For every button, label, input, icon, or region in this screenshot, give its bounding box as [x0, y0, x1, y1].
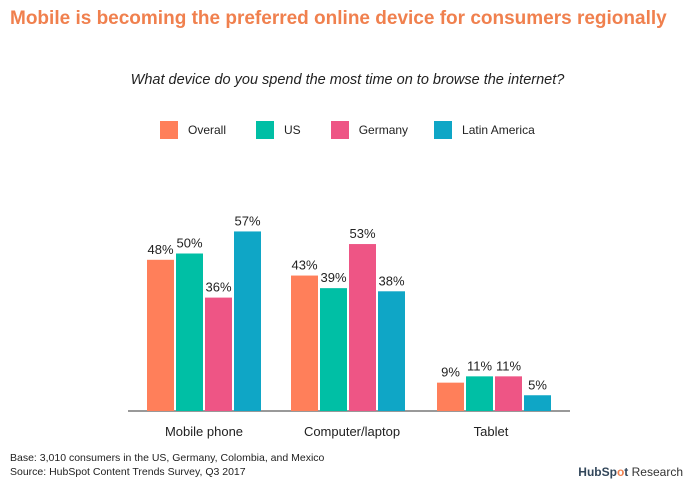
data-label-mobile-phone-latin-america: 57%: [234, 213, 260, 228]
hubspot-research-logo: HubSpot Research: [578, 465, 683, 479]
chart-subtitle: What device do you spend the most time o…: [130, 72, 565, 88]
legend-swatch-germany: [330, 121, 349, 139]
brand-t: t: [624, 465, 629, 479]
chart-title: Mobile is becoming the preferred online …: [10, 8, 667, 29]
bar-tablet-latin-america: [524, 395, 551, 411]
legend-item-germany: Germany: [330, 121, 409, 139]
data-label-mobile-phone-overall: 48%: [147, 242, 173, 257]
legend-label-us: US: [284, 123, 301, 137]
data-label-tablet-germany: 11%: [496, 358, 521, 373]
bar-computer-laptop-germany: [349, 244, 376, 411]
data-label-computer-laptop-us: 39%: [320, 270, 346, 285]
bar-mobile-phone-latin-america: [234, 231, 261, 411]
legend-item-us: US: [256, 121, 301, 139]
footer-notes: Base: 3,010 consumers in the US, Germany…: [10, 451, 324, 479]
data-label-mobile-phone-germany: 36%: [205, 280, 231, 295]
legend-label-latin-america: Latin America: [462, 123, 535, 137]
brand-o: o: [616, 465, 625, 479]
bar-mobile-phone-overall: [147, 259, 174, 411]
bar-mobile-phone-us: [176, 253, 203, 411]
data-label-computer-laptop-overall: 43%: [291, 258, 317, 273]
data-label-tablet-overall: 9%: [441, 365, 460, 380]
legend-item-overall: Overall: [160, 121, 226, 139]
bar-tablet-overall: [437, 382, 464, 411]
category-label-computer-laptop: Computer/laptop: [304, 424, 400, 439]
legend-swatch-us: [256, 121, 275, 139]
bar-computer-laptop-us: [320, 288, 347, 411]
legend-label-germany: Germany: [358, 123, 409, 137]
category-label-mobile-phone: Mobile phone: [165, 424, 243, 439]
category-label-tablet: Tablet: [474, 424, 509, 439]
data-label-computer-laptop-latin-america: 38%: [378, 273, 404, 288]
footer-base: Base: 3,010 consumers in the US, Germany…: [10, 452, 325, 464]
bar-tablet-us: [466, 376, 493, 411]
legend-item-latin-america: Latin America: [434, 121, 535, 139]
data-label-mobile-phone-us: 50%: [176, 236, 202, 251]
data-label-tablet-us: 11%: [467, 358, 492, 373]
data-label-tablet-latin-america: 5%: [528, 377, 547, 392]
data-label-computer-laptop-germany: 53%: [349, 226, 375, 241]
footer-source: Source: HubSpot Content Trends Survey, Q…: [10, 466, 246, 478]
bar-computer-laptop-latin-america: [378, 291, 405, 411]
legend: Overall US Germany Latin America: [160, 121, 565, 139]
bar-tablet-germany: [495, 376, 522, 411]
bar-mobile-phone-germany: [205, 297, 232, 411]
brand-hub: HubSp: [578, 465, 617, 479]
brand-research: Research: [631, 465, 683, 479]
legend-swatch-latin-america: [434, 121, 453, 139]
legend-swatch-overall: [160, 121, 178, 139]
legend-label-overall: Overall: [188, 123, 227, 137]
bar-computer-laptop-overall: [291, 275, 318, 411]
